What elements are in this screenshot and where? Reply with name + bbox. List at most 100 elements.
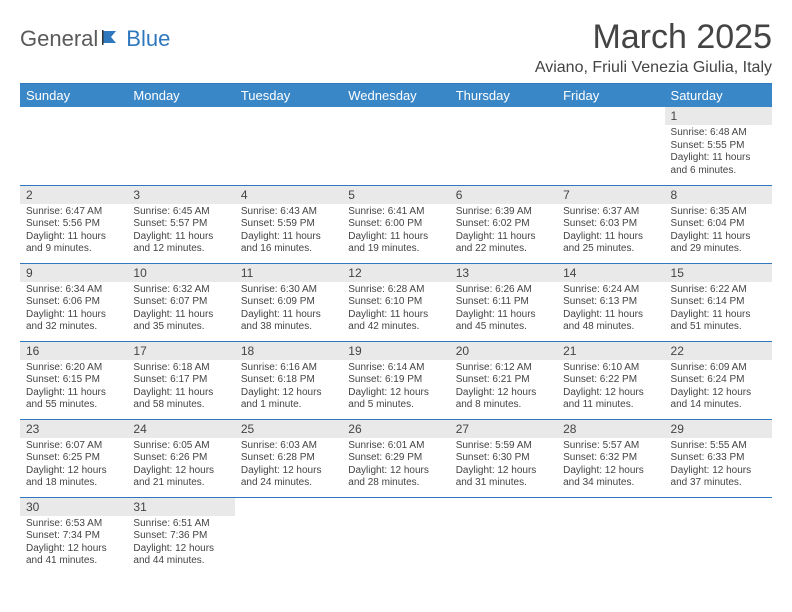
- day-number: 5: [342, 186, 449, 204]
- sunrise-line: Sunrise: 6:24 AM: [563, 284, 658, 297]
- sunset-line: Sunset: 5:56 PM: [26, 218, 121, 231]
- day-number: 17: [127, 342, 234, 360]
- logo-text-general: General: [20, 26, 98, 52]
- sunset-line: Sunset: 6:30 PM: [456, 452, 551, 465]
- weekday-header: Tuesday: [235, 84, 342, 107]
- calendar-week-row: 9Sunrise: 6:34 AMSunset: 6:06 PMDaylight…: [20, 263, 772, 341]
- daylight-line: Daylight: 12 hours and 37 minutes.: [671, 465, 766, 490]
- day-number: 25: [235, 420, 342, 438]
- day-details: Sunrise: 6:37 AMSunset: 6:03 PMDaylight:…: [557, 204, 664, 260]
- weekday-header: Sunday: [20, 84, 127, 107]
- sunset-line: Sunset: 7:34 PM: [26, 530, 121, 543]
- calendar-cell: 3Sunrise: 6:45 AMSunset: 5:57 PMDaylight…: [127, 185, 234, 263]
- day-number: 7: [557, 186, 664, 204]
- calendar-cell: 9Sunrise: 6:34 AMSunset: 6:06 PMDaylight…: [20, 263, 127, 341]
- calendar-cell: [557, 497, 664, 575]
- day-number: 24: [127, 420, 234, 438]
- daylight-line: Daylight: 11 hours and 9 minutes.: [26, 231, 121, 256]
- header: General Blue March 2025 Aviano, Friuli V…: [20, 18, 772, 77]
- sunset-line: Sunset: 5:57 PM: [133, 218, 228, 231]
- sunset-line: Sunset: 6:28 PM: [241, 452, 336, 465]
- daylight-line: Daylight: 12 hours and 28 minutes.: [348, 465, 443, 490]
- sunrise-line: Sunrise: 6:35 AM: [671, 206, 766, 219]
- calendar-cell: [450, 107, 557, 185]
- calendar-cell: 30Sunrise: 6:53 AMSunset: 7:34 PMDayligh…: [20, 497, 127, 575]
- sunset-line: Sunset: 6:19 PM: [348, 374, 443, 387]
- day-details: Sunrise: 6:20 AMSunset: 6:15 PMDaylight:…: [20, 360, 127, 416]
- calendar-cell: [235, 497, 342, 575]
- day-details: Sunrise: 6:22 AMSunset: 6:14 PMDaylight:…: [665, 282, 772, 338]
- daylight-line: Daylight: 12 hours and 34 minutes.: [563, 465, 658, 490]
- calendar-cell: 27Sunrise: 5:59 AMSunset: 6:30 PMDayligh…: [450, 419, 557, 497]
- daylight-line: Daylight: 11 hours and 29 minutes.: [671, 231, 766, 256]
- sunset-line: Sunset: 7:36 PM: [133, 530, 228, 543]
- daylight-line: Daylight: 11 hours and 45 minutes.: [456, 309, 551, 334]
- sunset-line: Sunset: 6:15 PM: [26, 374, 121, 387]
- sunset-line: Sunset: 6:25 PM: [26, 452, 121, 465]
- calendar-cell: 14Sunrise: 6:24 AMSunset: 6:13 PMDayligh…: [557, 263, 664, 341]
- day-number: 14: [557, 264, 664, 282]
- day-details: Sunrise: 6:10 AMSunset: 6:22 PMDaylight:…: [557, 360, 664, 416]
- day-details: Sunrise: 6:41 AMSunset: 6:00 PMDaylight:…: [342, 204, 449, 260]
- day-details: Sunrise: 6:05 AMSunset: 6:26 PMDaylight:…: [127, 438, 234, 494]
- day-number: 23: [20, 420, 127, 438]
- sunset-line: Sunset: 6:09 PM: [241, 296, 336, 309]
- day-details: Sunrise: 6:35 AMSunset: 6:04 PMDaylight:…: [665, 204, 772, 260]
- sunset-line: Sunset: 6:33 PM: [671, 452, 766, 465]
- calendar-week-row: 23Sunrise: 6:07 AMSunset: 6:25 PMDayligh…: [20, 419, 772, 497]
- calendar-cell: 6Sunrise: 6:39 AMSunset: 6:02 PMDaylight…: [450, 185, 557, 263]
- sunset-line: Sunset: 6:22 PM: [563, 374, 658, 387]
- daylight-line: Daylight: 12 hours and 44 minutes.: [133, 543, 228, 568]
- day-details: Sunrise: 6:26 AMSunset: 6:11 PMDaylight:…: [450, 282, 557, 338]
- calendar-cell: 28Sunrise: 5:57 AMSunset: 6:32 PMDayligh…: [557, 419, 664, 497]
- sunrise-line: Sunrise: 6:41 AM: [348, 206, 443, 219]
- calendar-cell: 22Sunrise: 6:09 AMSunset: 6:24 PMDayligh…: [665, 341, 772, 419]
- calendar-cell: [127, 107, 234, 185]
- sunrise-line: Sunrise: 6:05 AM: [133, 440, 228, 453]
- day-number: 13: [450, 264, 557, 282]
- day-details: Sunrise: 6:45 AMSunset: 5:57 PMDaylight:…: [127, 204, 234, 260]
- flag-icon: [102, 28, 124, 51]
- sunset-line: Sunset: 6:24 PM: [671, 374, 766, 387]
- daylight-line: Daylight: 11 hours and 35 minutes.: [133, 309, 228, 334]
- sunset-line: Sunset: 6:21 PM: [456, 374, 551, 387]
- day-number: 22: [665, 342, 772, 360]
- sunset-line: Sunset: 6:07 PM: [133, 296, 228, 309]
- day-details: Sunrise: 6:03 AMSunset: 6:28 PMDaylight:…: [235, 438, 342, 494]
- day-number: 31: [127, 498, 234, 516]
- sunrise-line: Sunrise: 6:28 AM: [348, 284, 443, 297]
- calendar-cell: 19Sunrise: 6:14 AMSunset: 6:19 PMDayligh…: [342, 341, 449, 419]
- sunrise-line: Sunrise: 6:07 AM: [26, 440, 121, 453]
- calendar-cell: 8Sunrise: 6:35 AMSunset: 6:04 PMDaylight…: [665, 185, 772, 263]
- day-number: 9: [20, 264, 127, 282]
- day-details: Sunrise: 6:09 AMSunset: 6:24 PMDaylight:…: [665, 360, 772, 416]
- calendar-cell: 23 Sunrise: 6:07 AMSunset: 6:25 PMDayligh…: [20, 419, 127, 497]
- sunrise-line: Sunrise: 6:26 AM: [456, 284, 551, 297]
- weekday-header: Wednesday: [342, 84, 449, 107]
- calendar-table: SundayMondayTuesdayWednesdayThursdayFrid…: [20, 84, 772, 575]
- weekday-header: Friday: [557, 84, 664, 107]
- calendar-cell: 31Sunrise: 6:51 AMSunset: 7:36 PMDayligh…: [127, 497, 234, 575]
- calendar-cell: [665, 497, 772, 575]
- day-number: 3: [127, 186, 234, 204]
- calendar-cell: 26Sunrise: 6:01 AMSunset: 6:29 PMDayligh…: [342, 419, 449, 497]
- sunrise-line: Sunrise: 6:32 AM: [133, 284, 228, 297]
- sunrise-line: Sunrise: 6:20 AM: [26, 362, 121, 375]
- calendar-cell: 18Sunrise: 6:16 AMSunset: 6:18 PMDayligh…: [235, 341, 342, 419]
- calendar-cell: 25Sunrise: 6:03 AMSunset: 6:28 PMDayligh…: [235, 419, 342, 497]
- daylight-line: Daylight: 11 hours and 48 minutes.: [563, 309, 658, 334]
- daylight-line: Daylight: 12 hours and 24 minutes.: [241, 465, 336, 490]
- day-number: 28: [557, 420, 664, 438]
- weekday-header-row: SundayMondayTuesdayWednesdayThursdayFrid…: [20, 84, 772, 107]
- day-number: 11: [235, 264, 342, 282]
- calendar-cell: 7Sunrise: 6:37 AMSunset: 6:03 PMDaylight…: [557, 185, 664, 263]
- day-number: 30: [20, 498, 127, 516]
- sunset-line: Sunset: 6:26 PM: [133, 452, 228, 465]
- daylight-line: Daylight: 12 hours and 18 minutes.: [26, 465, 121, 490]
- day-number: 26: [342, 420, 449, 438]
- calendar-cell: 21Sunrise: 6:10 AMSunset: 6:22 PMDayligh…: [557, 341, 664, 419]
- daylight-line: Daylight: 12 hours and 14 minutes.: [671, 387, 766, 412]
- sunrise-line: Sunrise: 6:30 AM: [241, 284, 336, 297]
- sunrise-line: Sunrise: 6:45 AM: [133, 206, 228, 219]
- daylight-line: Daylight: 11 hours and 38 minutes.: [241, 309, 336, 334]
